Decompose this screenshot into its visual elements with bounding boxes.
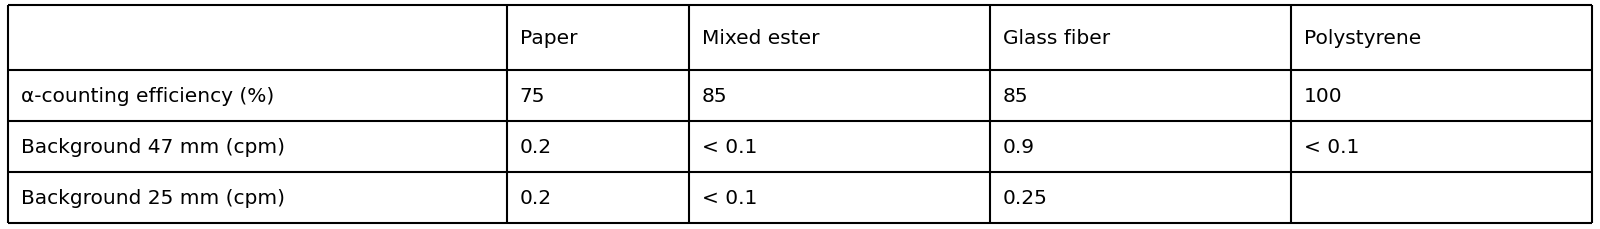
Text: < 0.1: < 0.1 [702,138,757,157]
Text: 75: 75 [520,87,546,106]
Text: 100: 100 [1304,87,1342,106]
Text: 0.25: 0.25 [1003,188,1048,207]
Text: Background 47 mm (cpm): Background 47 mm (cpm) [21,138,285,157]
Text: 0.2: 0.2 [520,138,552,157]
Text: Paper: Paper [520,29,578,48]
Text: Mixed ester: Mixed ester [702,29,819,48]
Text: 85: 85 [702,87,728,106]
Text: Polystyrene: Polystyrene [1304,29,1421,48]
Text: α-counting efficiency (%): α-counting efficiency (%) [21,87,274,106]
Text: < 0.1: < 0.1 [702,188,757,207]
Text: Glass fiber: Glass fiber [1003,29,1110,48]
Text: 0.9: 0.9 [1003,138,1035,157]
Text: Background 25 mm (cpm): Background 25 mm (cpm) [21,188,285,207]
Text: 0.2: 0.2 [520,188,552,207]
Text: 85: 85 [1003,87,1029,106]
Text: < 0.1: < 0.1 [1304,138,1360,157]
